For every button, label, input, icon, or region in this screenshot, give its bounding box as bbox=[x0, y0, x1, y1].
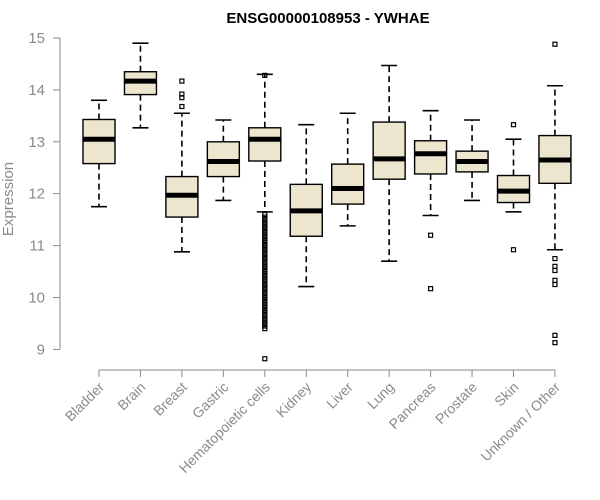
y-axis-label: Expression bbox=[0, 162, 17, 236]
box-bladder bbox=[82, 99, 116, 208]
outlier-point bbox=[262, 356, 268, 362]
y-tick-label: 12 bbox=[28, 186, 45, 203]
box-unknown-other bbox=[538, 41, 572, 346]
y-axis: 9 10 11 12 13 14 15 bbox=[28, 30, 61, 358]
y-tick-label: 11 bbox=[29, 238, 45, 255]
iqr-box bbox=[248, 127, 282, 162]
outlier-point bbox=[552, 263, 558, 269]
box-pancreas bbox=[413, 109, 448, 292]
x-tick-label: Kidney bbox=[273, 379, 315, 421]
box-hematopoietic-cells bbox=[248, 72, 282, 362]
x-tick-label: Breast bbox=[150, 379, 190, 419]
outlier-point bbox=[552, 277, 558, 283]
y-tick-label: 13 bbox=[28, 134, 45, 151]
outlier-point bbox=[428, 232, 434, 238]
box-brain bbox=[123, 42, 158, 129]
y-tick-label: 15 bbox=[28, 30, 45, 47]
x-tick-label: Prostate bbox=[432, 379, 480, 427]
plot-area bbox=[82, 41, 572, 362]
box-liver bbox=[331, 112, 365, 227]
x-tick-label: Unknown / Other bbox=[477, 379, 563, 465]
box-prostate bbox=[455, 119, 489, 202]
y-tick-label: 14 bbox=[28, 82, 45, 99]
outlier-point bbox=[552, 267, 558, 274]
x-tick-label: Brain bbox=[114, 379, 148, 413]
outlier-point bbox=[510, 247, 517, 253]
box-gastric bbox=[206, 119, 241, 202]
outlier-point bbox=[510, 122, 517, 128]
box-breast bbox=[165, 78, 199, 253]
iqr-box bbox=[413, 140, 448, 175]
outlier-point bbox=[179, 91, 185, 97]
outlier-point bbox=[428, 286, 434, 292]
outlier-point bbox=[262, 72, 268, 78]
x-tick-label: Lung bbox=[364, 379, 397, 412]
box-lung bbox=[372, 64, 406, 262]
x-tick-label: Bladder bbox=[62, 379, 108, 425]
outlier-point bbox=[552, 340, 558, 346]
x-tick-label: Liver bbox=[323, 379, 356, 412]
outlier-point bbox=[552, 41, 558, 47]
outlier-point bbox=[552, 281, 558, 288]
box-kidney bbox=[289, 123, 323, 288]
iqr-box bbox=[372, 121, 406, 180]
outlier-point bbox=[552, 332, 558, 338]
x-tick-label: Skin bbox=[491, 379, 522, 410]
outlier-point bbox=[179, 78, 185, 84]
chart-title: ENSG00000108953 - YWHAE bbox=[226, 10, 429, 27]
outlier-point bbox=[262, 326, 268, 332]
outlier-point bbox=[552, 255, 558, 262]
outlier-point bbox=[179, 103, 185, 110]
y-tick-label: 9 bbox=[37, 341, 45, 358]
y-tick-label: 10 bbox=[28, 290, 45, 307]
iqr-box bbox=[331, 163, 365, 205]
box-skin bbox=[496, 122, 531, 253]
